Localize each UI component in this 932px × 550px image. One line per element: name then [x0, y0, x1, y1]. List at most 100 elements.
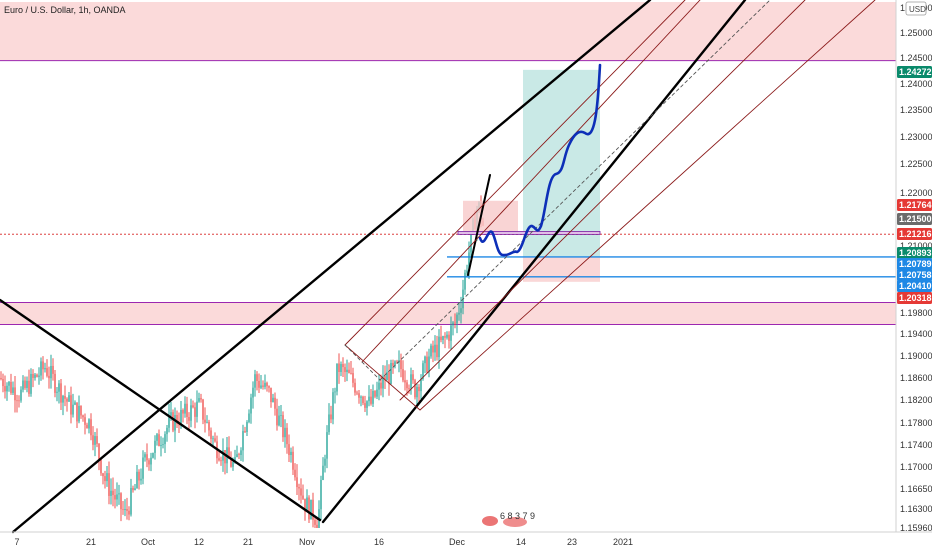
currency-badge[interactable]: USD — [905, 1, 927, 16]
candle-body — [338, 363, 340, 372]
channel-median-line[interactable] — [379, 0, 771, 381]
candle-body — [464, 272, 466, 290]
candle-body — [380, 382, 382, 389]
symbol-title[interactable]: Euro / U.S. Dollar, 1h, OANDA — [4, 5, 126, 15]
candle-body — [386, 372, 388, 381]
candle-body — [232, 461, 234, 467]
candle-body — [400, 360, 402, 370]
candle-body — [322, 465, 324, 480]
candle-body — [110, 490, 112, 496]
drawing-layer[interactable] — [0, 0, 876, 534]
price-tick-label: 1.17800 — [900, 418, 932, 428]
candle-body — [80, 405, 82, 416]
candle-body — [152, 452, 154, 458]
candle-body — [276, 408, 278, 426]
candle-body — [76, 402, 78, 422]
candle-body — [416, 386, 418, 398]
candle-body — [58, 383, 60, 392]
entry-zone[interactable] — [463, 200, 518, 232]
candle-body — [8, 381, 10, 386]
channel-start-edge[interactable] — [344, 344, 421, 411]
candle-body — [48, 375, 50, 379]
candle-body — [236, 454, 238, 458]
trendline-rising-outer[interactable] — [11, 0, 652, 534]
price-tag — [897, 258, 932, 270]
candle-body — [134, 488, 136, 491]
candle-body — [412, 374, 414, 381]
candle-body — [274, 397, 276, 409]
time-tick-label: 21 — [243, 537, 253, 547]
currency-label: USD — [909, 5, 926, 14]
price-tag — [897, 269, 932, 281]
price-tag — [897, 292, 932, 304]
candle-body — [396, 361, 398, 363]
price-tag — [897, 280, 932, 292]
watermark-logo: 6 8 3 7 9 — [482, 511, 535, 527]
candle-body — [370, 396, 372, 404]
candle-body — [418, 386, 420, 392]
candle-body — [458, 312, 460, 315]
candle-body — [168, 415, 170, 428]
candle-body — [252, 387, 254, 398]
candle-body — [46, 368, 48, 376]
trendline-rising-support[interactable] — [321, 0, 747, 524]
candle-body — [100, 459, 102, 474]
channel-inner-upper-line[interactable] — [361, 0, 701, 363]
candle-body — [40, 361, 42, 376]
candle-body — [288, 444, 290, 456]
candle-body — [2, 379, 4, 387]
candle-body — [298, 487, 300, 489]
time-tick-label: Oct — [141, 537, 156, 547]
candle-body — [314, 519, 316, 525]
candle-body — [466, 270, 468, 273]
projection-line[interactable] — [478, 63, 602, 257]
candle-body — [278, 415, 280, 426]
candle-body — [230, 458, 232, 467]
candle-body — [434, 344, 436, 353]
price-tag-label: 1.20318 — [899, 293, 932, 303]
price-tick-label: 1.18200 — [900, 395, 932, 405]
candle-body — [376, 389, 378, 397]
price-tick-label: 1.25000 — [900, 28, 932, 38]
candle-body — [362, 396, 364, 404]
channel-upper-line[interactable] — [344, 0, 686, 346]
candle-body — [146, 454, 148, 461]
time-tick-label: 14 — [516, 537, 526, 547]
trendline-falling[interactable] — [0, 298, 322, 522]
candle-body — [246, 421, 248, 433]
candle-body — [124, 508, 126, 511]
candle-body — [310, 499, 312, 520]
candle-body — [422, 363, 424, 379]
candle-body — [384, 376, 386, 381]
candle-body — [378, 382, 380, 390]
trendline-short[interactable] — [467, 174, 491, 276]
stop-loss-zone[interactable] — [523, 256, 600, 282]
candle-body — [304, 498, 306, 512]
time-tick-label: 7 — [14, 537, 19, 547]
candle-body — [432, 345, 434, 353]
time-axis[interactable]: 7 21 Oct 12 21 Nov 16 Dec 14 23 2021 — [14, 537, 633, 547]
candle-body — [332, 392, 334, 420]
candle-body — [16, 400, 18, 402]
candle-body — [36, 374, 38, 377]
candle-body — [94, 436, 96, 445]
candle-body — [98, 443, 100, 460]
candle-body — [260, 385, 262, 388]
candle-body — [150, 457, 152, 465]
candle-body — [442, 336, 444, 341]
candle-body — [354, 382, 356, 393]
price-tick-label: 1.23000 — [900, 132, 932, 142]
channel-start-dash[interactable] — [344, 344, 381, 381]
channel-lower-line[interactable] — [419, 0, 876, 411]
candle-body — [70, 395, 72, 415]
watermark-text: 6 8 3 7 9 — [500, 511, 535, 521]
candle-body — [198, 398, 200, 402]
candle-body — [78, 405, 80, 422]
candle-body — [364, 403, 366, 408]
channel-inner-lower-line[interactable] — [399, 0, 806, 401]
candle-body — [250, 397, 252, 414]
purple-marker-bar[interactable] — [457, 231, 601, 235]
candle-body — [456, 314, 458, 324]
candle-body — [136, 471, 138, 489]
